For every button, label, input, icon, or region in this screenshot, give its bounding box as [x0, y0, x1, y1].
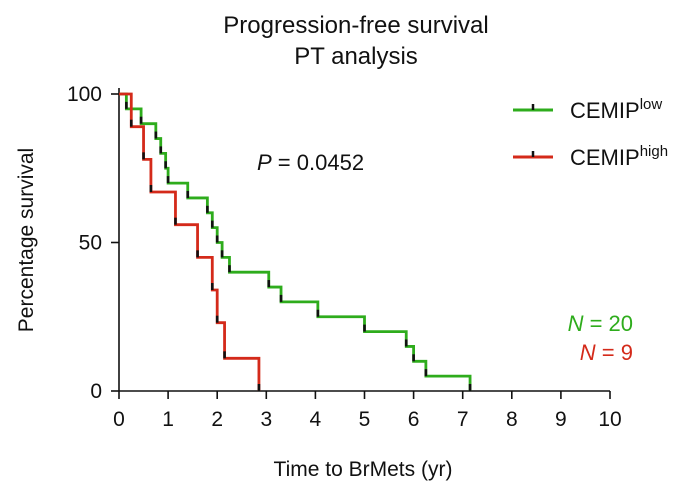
legend-label-high-name: CEMIP [570, 145, 640, 170]
x-tick-label: 6 [408, 408, 420, 431]
legend-label-low-name: CEMIP [570, 98, 640, 123]
legend-item-low: CEMIPlow [513, 96, 662, 123]
x-tick-label: 5 [359, 408, 371, 431]
n-high-value: = 9 [596, 340, 633, 365]
x-tick-label: 7 [457, 408, 469, 431]
n-low-prefix: N [568, 311, 584, 336]
n-high-prefix: N [580, 340, 596, 365]
survival-curve-high [119, 92, 261, 391]
x-axis-label: Time to BrMets (yr) [274, 458, 453, 481]
x-tick-label: 10 [598, 408, 621, 431]
p-value-prefix: P [257, 150, 272, 175]
series-low [119, 92, 472, 391]
y-tick-label: 50 [79, 232, 102, 255]
x-tick-label: 2 [211, 408, 223, 431]
n-label-low: N = 20 [568, 311, 633, 336]
n-label-high: N = 9 [580, 340, 633, 365]
x-tick-label: 9 [555, 408, 567, 431]
x-tick-label: 8 [506, 408, 518, 431]
chart-title: Progression-free survival [223, 12, 488, 39]
x-tick-label: 0 [113, 408, 125, 431]
survival-curve-low [119, 92, 472, 391]
legend-label-low: CEMIPlow [570, 96, 662, 123]
p-value-value: = 0.0452 [272, 150, 364, 175]
legend: CEMIPlow CEMIPhigh [513, 96, 668, 170]
n-low-value: = 20 [583, 311, 633, 336]
legend-label-high-sup: high [640, 143, 668, 160]
p-value-text: P = 0.0452 [257, 150, 364, 175]
x-tick-label: 1 [162, 408, 174, 431]
legend-label-high: CEMIPhigh [570, 143, 668, 170]
y-tick-label: 100 [67, 83, 102, 106]
y-axis-label: Percentage survival [15, 148, 38, 332]
legend-item-high: CEMIPhigh [513, 143, 668, 170]
series-high [119, 92, 261, 391]
y-tick-label: 0 [90, 380, 102, 403]
legend-label-low-sup: low [640, 96, 663, 113]
series-layer [119, 92, 472, 391]
x-tick-label: 4 [310, 408, 322, 431]
x-tick-label: 3 [260, 408, 272, 431]
chart-subtitle: PT analysis [294, 43, 418, 70]
